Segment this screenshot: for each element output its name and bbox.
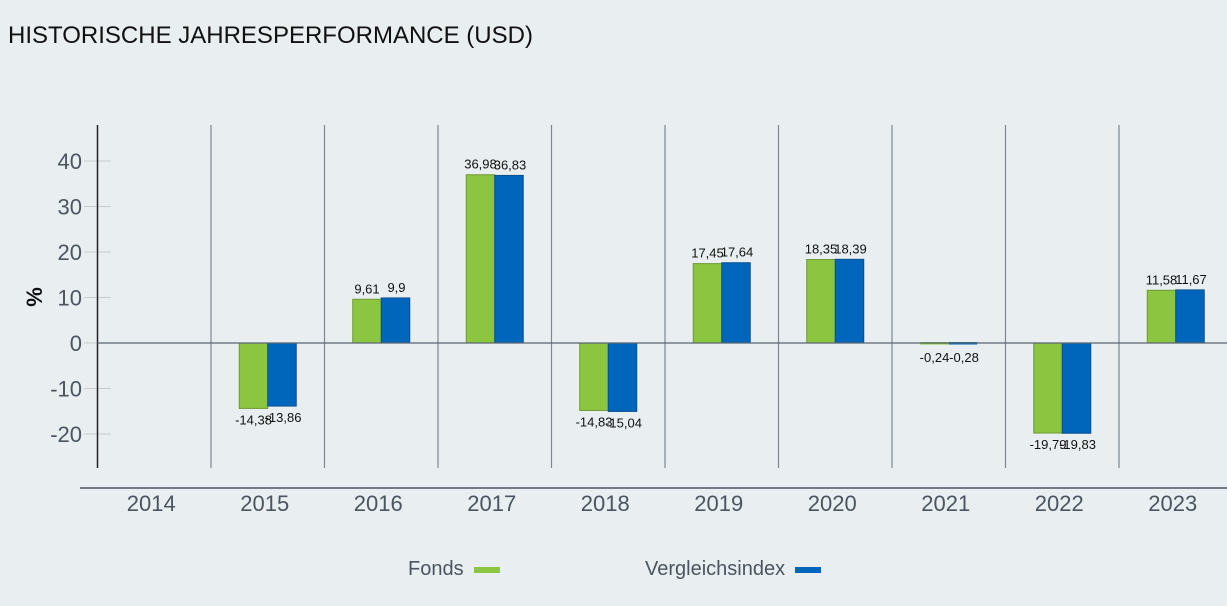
legend-swatch-fonds [473,566,500,573]
data-label: -14,38 [235,412,272,427]
data-label: 36,83 [494,157,527,172]
y-tick-label: -10 [50,377,82,402]
x-tick-label: 2015 [240,491,289,516]
y-tick-label: 40 [58,149,82,174]
x-tick-label: 2021 [921,491,970,516]
x-tick-label: 2022 [1035,491,1084,516]
bar-fonds-2015 [238,342,269,409]
bar-fonds-2017 [465,174,496,344]
bar-fonds-2020 [806,259,836,344]
bar-fonds-2018 [579,342,609,411]
legend-item-vergleichsindex[interactable]: Vergleichsindex [645,558,822,581]
y-tick-label: 30 [58,195,82,220]
x-tick-label: 2014 [127,491,176,516]
bar-vergleichsindex-2016 [380,297,411,344]
bar-vergleichsindex-2023 [1175,289,1205,344]
bar-vergleichsindex-2020 [834,258,865,344]
data-label: -19,83 [1059,437,1096,452]
legend-item-fonds[interactable]: Fonds [408,558,500,581]
bar-fonds-2019 [692,263,723,344]
bar-vergleichsindex-2018 [607,342,638,412]
y-tick-label: 0 [70,331,82,356]
data-label: -19,79 [1030,437,1067,452]
bar-fonds-2022 [1033,342,1063,434]
bar-fonds-2023 [1146,289,1177,344]
bar-vergleichsindex-2019 [721,262,751,344]
data-label: -15,04 [605,415,642,430]
x-tick-label: 2017 [467,491,516,516]
bar-fonds-2016 [352,298,382,344]
data-label: 9,9 [387,280,405,295]
y-tick-label: -20 [50,422,82,447]
bar-vergleichsindex-2017 [494,174,524,344]
legend: Fonds Vergleichsindex [0,558,1227,586]
data-label: -13,86 [265,410,302,425]
data-label: 11,58 [1146,272,1178,287]
y-tick-label: 10 [58,286,82,311]
legend-label-fonds: Fonds [408,558,464,580]
data-label: 18,39 [834,241,867,256]
data-label: 17,45 [691,246,724,261]
x-tick-label: 2016 [354,491,403,516]
legend-label-vergleichsindex: Vergleichsindex [645,558,786,580]
data-label: 17,64 [721,245,754,260]
data-label: -14,83 [576,414,613,429]
legend-swatch-vergleichsindex [795,566,822,573]
data-label: 9,61 [354,281,379,296]
data-label: -0,24 [920,350,950,365]
chart-title: HISTORISCHE JAHRESPERFORMANCE (USD) [8,22,533,49]
x-tick-label: 2023 [1148,491,1197,516]
bar-vergleichsindex-2022 [1061,342,1092,434]
bar-vergleichsindex-2015 [267,342,297,407]
y-tick-label: 20 [58,240,82,265]
data-label: 36,98 [464,157,497,172]
data-label: -0,28 [949,350,979,365]
x-tick-label: 2018 [581,491,630,516]
x-tick-label: 2020 [808,491,857,516]
y-axis-label: % [22,287,47,307]
data-label: 11,67 [1175,272,1207,287]
data-label: 18,35 [805,242,838,257]
x-tick-label: 2019 [694,491,743,516]
